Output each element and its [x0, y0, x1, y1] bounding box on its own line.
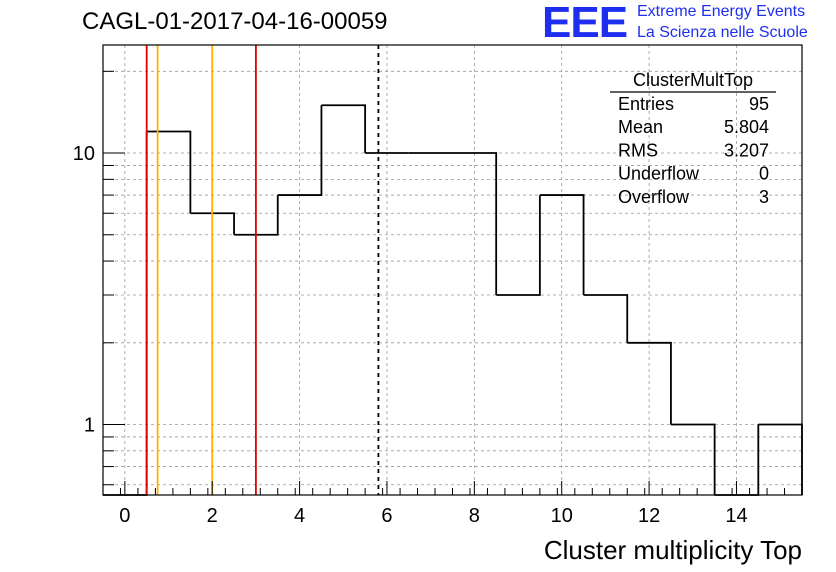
plot-frame [102, 44, 803, 496]
x-tick-label: 12 [638, 505, 660, 527]
histogram-bin-4 [277, 105, 323, 196]
stats-label: RMS [618, 140, 658, 160]
stats-label: Underflow [618, 164, 700, 184]
stats-box: ClusterMultTop Entries 95 Mean 5.804 RMS 3.20… [610, 70, 776, 207]
grid-lines [103, 45, 802, 495]
x-tick-label: 6 [381, 505, 392, 527]
histogram-bin-13 [670, 423, 716, 495]
x-tick-label: 8 [469, 505, 480, 527]
histogram-bin-1 [146, 130, 192, 214]
histogram-bin-10 [539, 194, 585, 295]
x-axis-label: Cluster multiplicity Top [544, 535, 802, 565]
plot-title: CAGL-01-2017-04-16-00059 [82, 8, 388, 35]
x-tick-label: 0 [119, 505, 130, 527]
histogram-bin-11 [583, 294, 629, 343]
x-tick-labels: 0 2 4 6 8 10 12 14 [119, 505, 747, 527]
stats-label: Mean [618, 117, 663, 137]
axis-ticks [102, 70, 803, 495]
x-tick-label: 10 [551, 505, 573, 527]
x-tick-label: 2 [207, 505, 218, 527]
logo-line-2: La Scienza nelle Scuole [637, 24, 808, 41]
stats-value: 95 [749, 94, 769, 114]
eee-logo: EEE [542, 0, 628, 47]
y-tick-labels: 1 10 [73, 143, 95, 436]
stats-label: Overflow [618, 187, 690, 207]
histogram-bin-2 [190, 212, 235, 235]
y-tick-label: 1 [84, 415, 95, 437]
x-tick-label: 14 [725, 505, 747, 527]
histogram-bin-9 [496, 195, 541, 296]
stats-value: 3.207 [724, 140, 769, 160]
histogram-bin-3 [234, 195, 279, 236]
x-tick-label: 4 [294, 505, 305, 527]
y-tick-label: 10 [73, 143, 95, 165]
stats-value: 3 [759, 187, 769, 207]
vertical-marker-lines [145, 45, 380, 495]
logo-line-1: Extreme Energy Events [637, 3, 806, 20]
stats-title: ClusterMultTop [633, 70, 753, 90]
histogram-bin-12 [627, 341, 672, 425]
histogram-bin-5 [321, 104, 367, 154]
histogram-bin-0 [103, 131, 148, 496]
stats-label: Entries [618, 94, 674, 114]
stats-value: 0 [759, 164, 769, 184]
stats-value: 5.804 [724, 117, 769, 137]
histogram-bin-8 [452, 152, 498, 295]
